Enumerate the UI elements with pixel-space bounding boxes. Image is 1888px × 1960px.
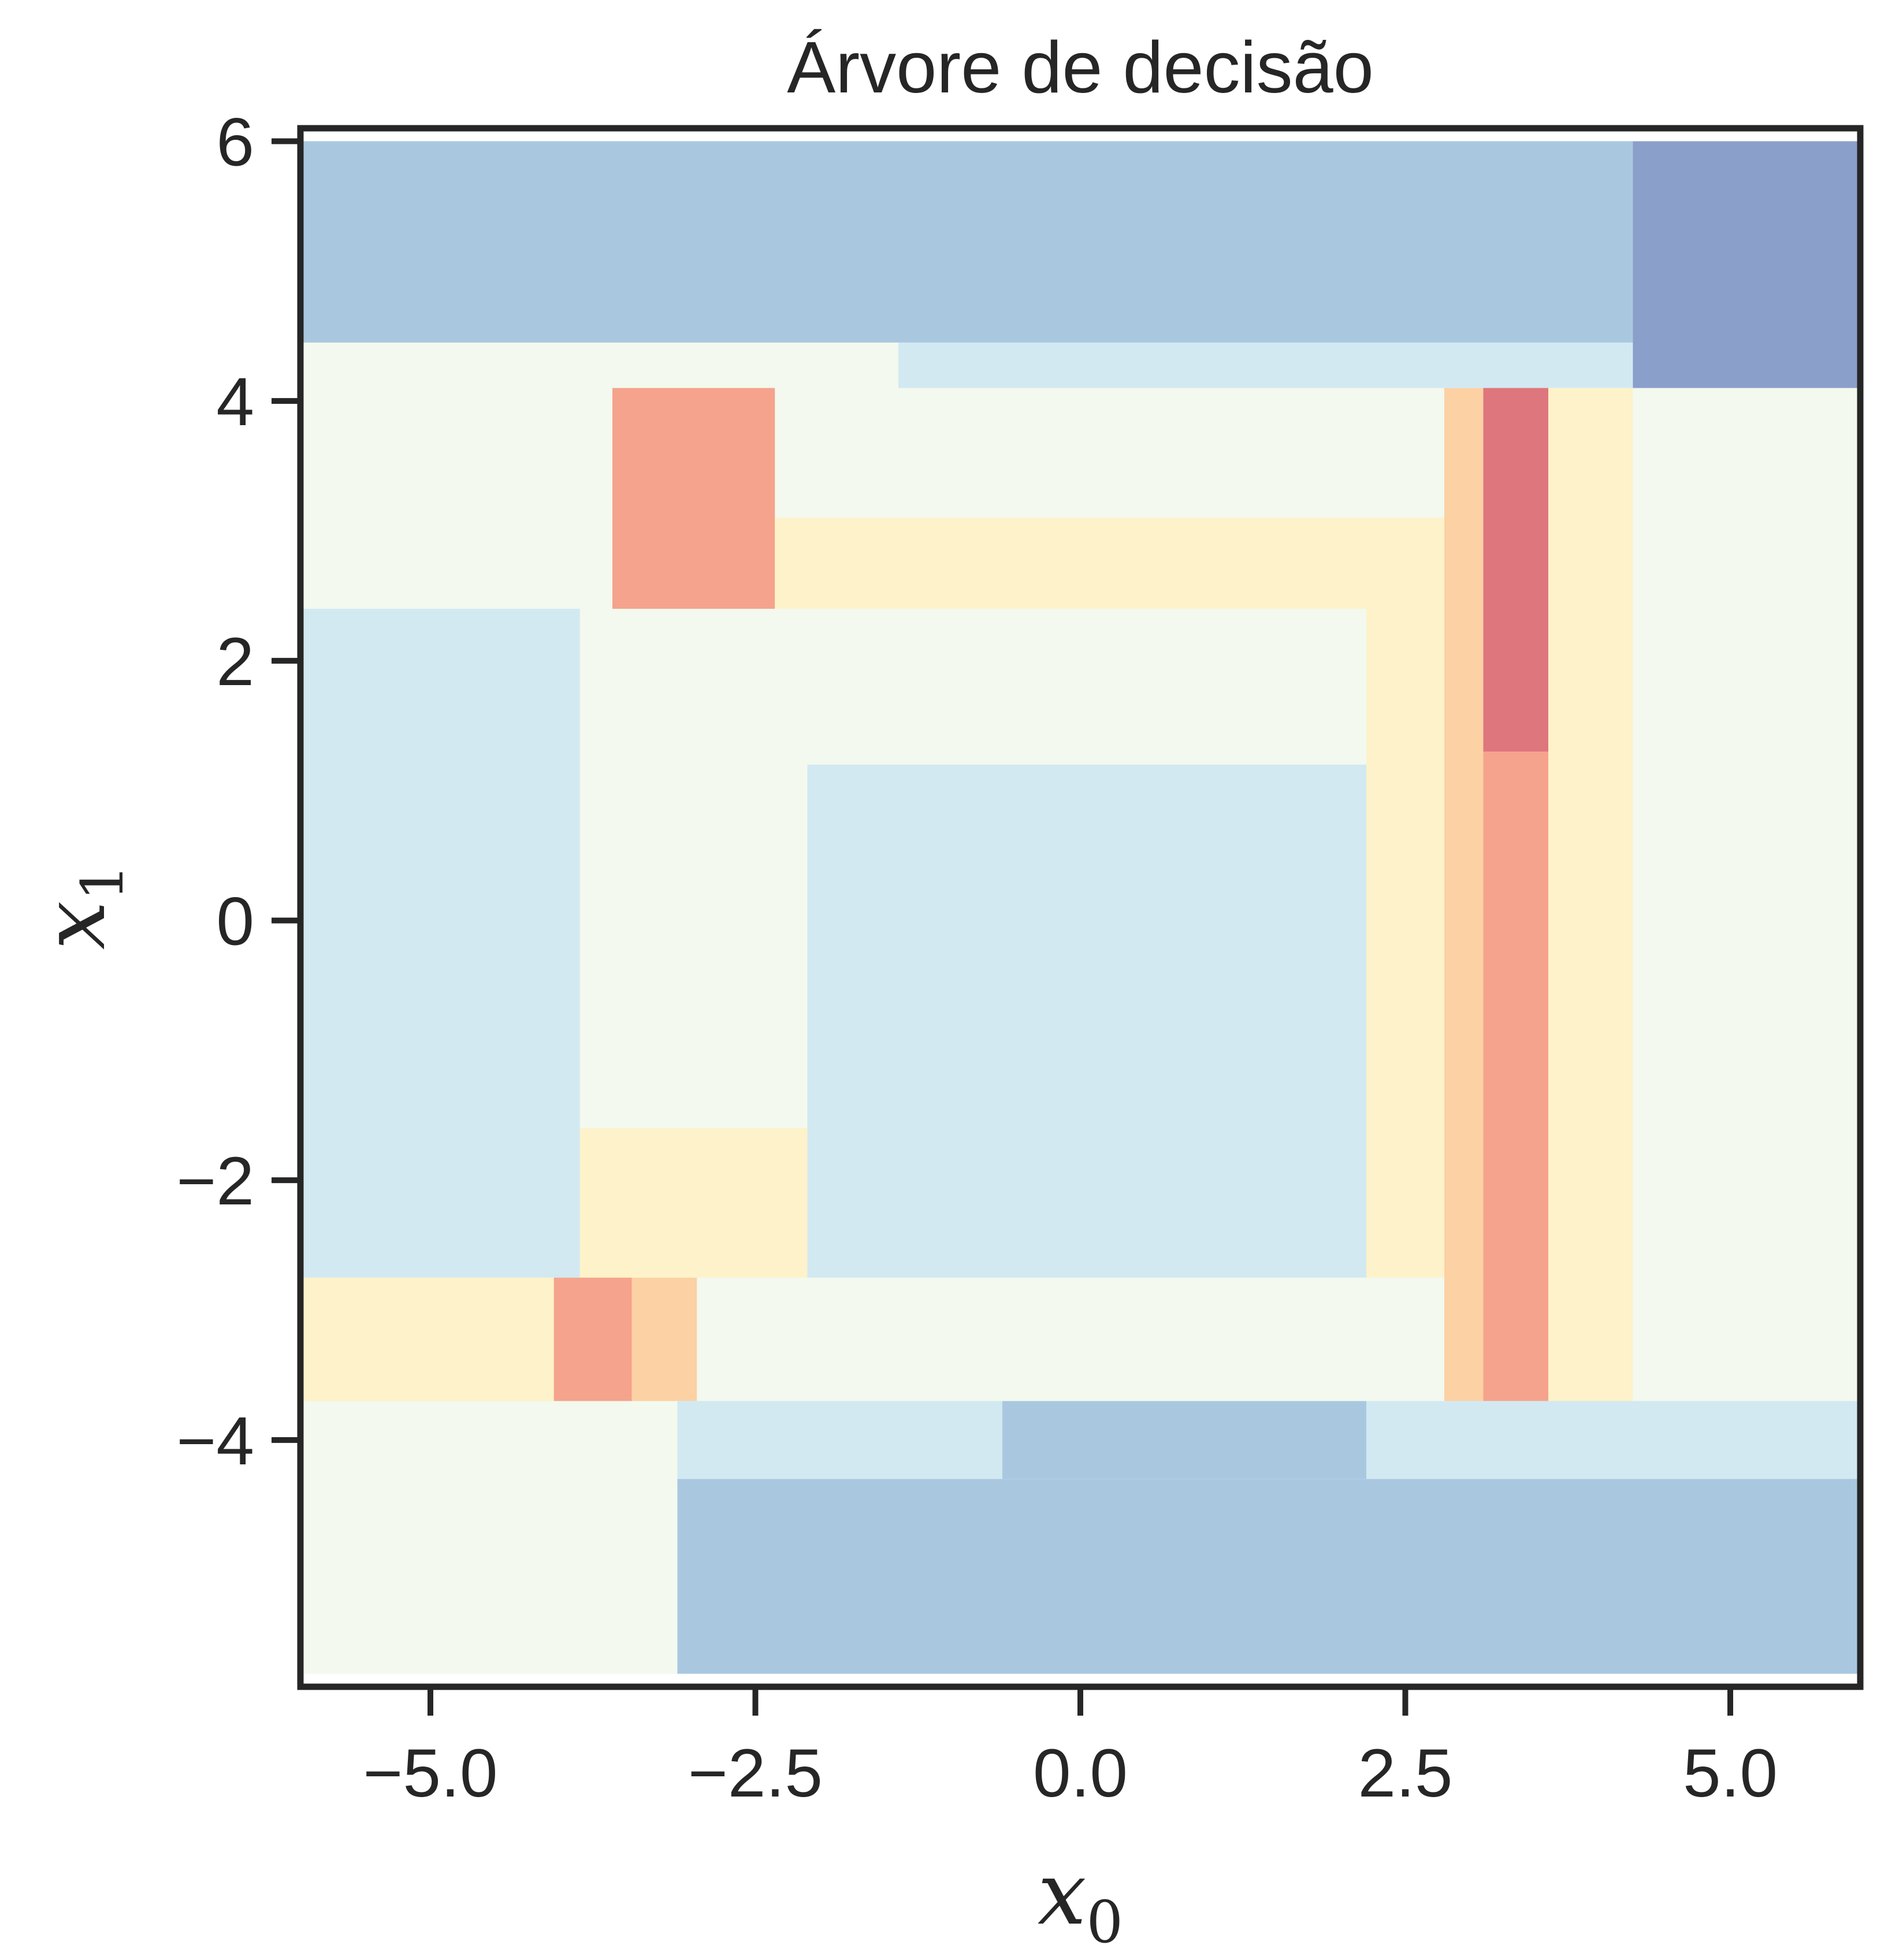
region-light_blue-17 (677, 1401, 1002, 1479)
region-light_orange-7 (1444, 388, 1484, 1401)
x-axis-label-subscript: 0 (1086, 1888, 1123, 1956)
region-salmon-8 (1483, 752, 1548, 1401)
y-axis-label-subscript: 1 (69, 864, 136, 901)
x-tick-label-3: 2.5 (1358, 1735, 1452, 1812)
y-tick-label-2: 2 (216, 624, 254, 700)
region-red-9 (1483, 388, 1548, 752)
region-light_yellow-10 (1548, 388, 1633, 1401)
y-tick-label-3: 0 (216, 883, 254, 959)
chart-title: Árvore de decisão (787, 27, 1374, 108)
region-salmon-4 (612, 388, 775, 609)
region-light_blue-3 (898, 342, 1633, 388)
y-tick-label-0: 6 (216, 104, 254, 180)
region-blue-20 (677, 1479, 1860, 1674)
x-axis-label-base: x (1038, 1844, 1087, 1944)
region-blue-1 (300, 141, 1633, 343)
x-axis-ticks: −5.0 −2.5 0.0 2.5 5.0 (363, 1687, 1778, 1812)
x-tick-label-0: −5.0 (363, 1735, 498, 1812)
region-dark_blue-2 (1633, 141, 1860, 388)
region-light_blue-11 (300, 608, 580, 1278)
y-axis-label-base: x (24, 901, 125, 950)
region-light_blue-12 (807, 764, 1366, 1278)
region-light_orange-16 (631, 1277, 697, 1401)
y-axis-label: x1 (24, 864, 136, 950)
x-tick-label-1: −2.5 (688, 1735, 823, 1812)
x-tick-label-4: 5.0 (1683, 1735, 1778, 1812)
region-light_yellow-13 (579, 1128, 808, 1278)
y-tick-label-1: 4 (216, 364, 254, 440)
region-salmon-15 (553, 1277, 632, 1401)
x-axis-label: x0 (1038, 1844, 1123, 1956)
region-light_yellow-5 (775, 518, 1444, 609)
region-light_blue-18 (1366, 1401, 1860, 1479)
region-light_yellow-6 (1366, 608, 1444, 1278)
decision-regions (300, 141, 1860, 1674)
region-light_yellow-14 (300, 1277, 554, 1401)
x-tick-label-2: 0.0 (1033, 1735, 1128, 1812)
y-tick-label-4: −2 (176, 1143, 254, 1219)
region-blue-19 (1002, 1401, 1366, 1479)
y-tick-label-5: −4 (176, 1403, 254, 1479)
y-axis-ticks: 6 4 2 0 −2 −4 (176, 104, 300, 1479)
